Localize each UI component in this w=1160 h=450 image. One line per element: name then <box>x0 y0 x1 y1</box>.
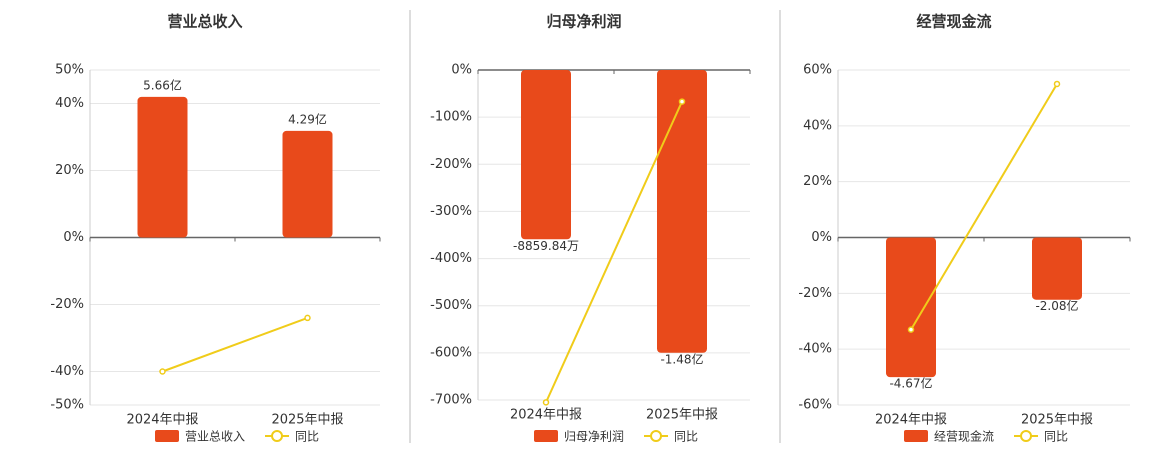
y-tick-label: -40% <box>50 364 84 379</box>
bar <box>886 237 936 378</box>
bar <box>657 70 707 353</box>
y-tick-label: 40% <box>803 118 832 133</box>
x-tick-label: 2025年中报 <box>1021 413 1093 428</box>
bar-label: 5.66亿 <box>143 77 182 92</box>
bar <box>521 70 571 240</box>
y-tick-label: -400% <box>430 251 472 266</box>
line-point <box>1053 80 1061 88</box>
legend-label: 营业总收入 <box>185 430 245 444</box>
line <box>545 101 683 403</box>
chart-title: 经营现金流 <box>916 13 991 31</box>
bar-label: -4.67亿 <box>889 376 932 391</box>
x-tick-label: 2025年中报 <box>646 408 718 423</box>
legend-label: 经营现金流 <box>934 429 994 444</box>
y-tick-label: -40% <box>798 342 832 357</box>
y-tick-label: 0% <box>451 63 472 78</box>
y-tick-label: -20% <box>798 286 832 301</box>
line-point <box>159 368 166 375</box>
x-tick-label: 2024年中报 <box>510 408 582 423</box>
y-tick-label: 0% <box>63 230 84 245</box>
bar-label: -2.08亿 <box>1035 298 1078 313</box>
x-tick-label: 2024年中报 <box>875 413 947 428</box>
legend-marker <box>650 430 663 442</box>
bar <box>1032 237 1082 300</box>
y-tick-label: -600% <box>430 345 472 360</box>
y-tick-label: 40% <box>55 96 84 111</box>
legend-label: 同比 <box>1044 430 1068 444</box>
line-point <box>304 314 311 322</box>
y-tick-label: -700% <box>430 393 472 408</box>
bar-label: 4.29亿 <box>288 111 327 126</box>
y-tick-label: 20% <box>55 163 84 178</box>
line-point <box>678 98 686 105</box>
y-tick-label: -100% <box>430 110 472 125</box>
y-tick-label: -20% <box>50 297 84 312</box>
line-point <box>907 326 915 333</box>
legend-label: 归母净利润 <box>564 430 624 444</box>
y-tick-label: 0% <box>811 230 832 245</box>
legend-swatch <box>534 430 558 442</box>
x-tick-label: 2025年中报 <box>271 413 343 428</box>
legend-swatch <box>155 430 179 442</box>
y-tick-label: -50% <box>50 398 84 413</box>
legend-label: 同比 <box>295 430 319 444</box>
y-tick-label: 50% <box>55 63 84 78</box>
y-tick-label: 20% <box>803 174 832 189</box>
chart-title: 归母净利润 <box>546 13 621 31</box>
line <box>162 316 308 373</box>
x-tick-label: 2024年中报 <box>126 413 198 428</box>
y-tick-label: -60% <box>798 398 832 413</box>
bar-label: -8859.84万 <box>513 239 579 253</box>
legend-marker <box>1020 430 1033 442</box>
legend-marker <box>271 430 284 442</box>
legend-label: 同比 <box>674 430 698 444</box>
bar <box>282 130 333 238</box>
y-tick-label: -200% <box>430 157 472 172</box>
y-tick-label: -500% <box>430 298 472 313</box>
bar-label: -1.48亿 <box>660 351 703 366</box>
y-tick-label: -300% <box>430 204 472 219</box>
y-tick-label: 60% <box>803 63 832 78</box>
legend-swatch <box>904 430 928 442</box>
line <box>910 83 1058 331</box>
line-point <box>542 399 550 406</box>
chart-title: 营业总收入 <box>167 13 242 31</box>
bar <box>137 96 188 238</box>
